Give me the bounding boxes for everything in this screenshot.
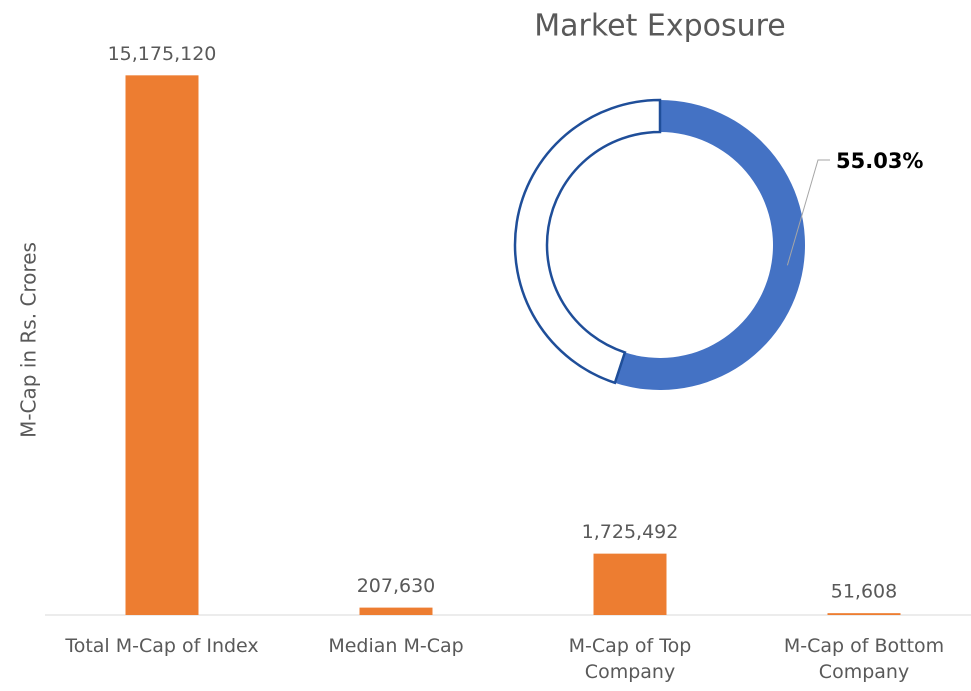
donut-slice (614, 100, 805, 391)
donut-title: Market Exposure (534, 9, 786, 44)
bar (125, 75, 199, 616)
bar (593, 553, 667, 615)
value-label: 15,175,120 (108, 43, 217, 65)
bar (827, 613, 901, 615)
value-label: 207,630 (357, 575, 436, 597)
x-tick-label: M-Cap of Top Company (568, 635, 692, 683)
y-axis-label: M-Cap in Rs. Crores (17, 242, 41, 438)
x-tick-label: Total M-Cap of Index (65, 635, 259, 657)
x-tick-label: Median M-Cap (328, 635, 464, 657)
value-label: 1,725,492 (582, 521, 679, 543)
value-label: 55.03% (836, 149, 923, 173)
donut-slice (513, 98, 662, 385)
x-tick-label: M-Cap of Bottom Company (783, 635, 945, 683)
bar (359, 607, 433, 615)
leader-line (786, 159, 830, 266)
value-label: 51,608 (831, 581, 897, 603)
